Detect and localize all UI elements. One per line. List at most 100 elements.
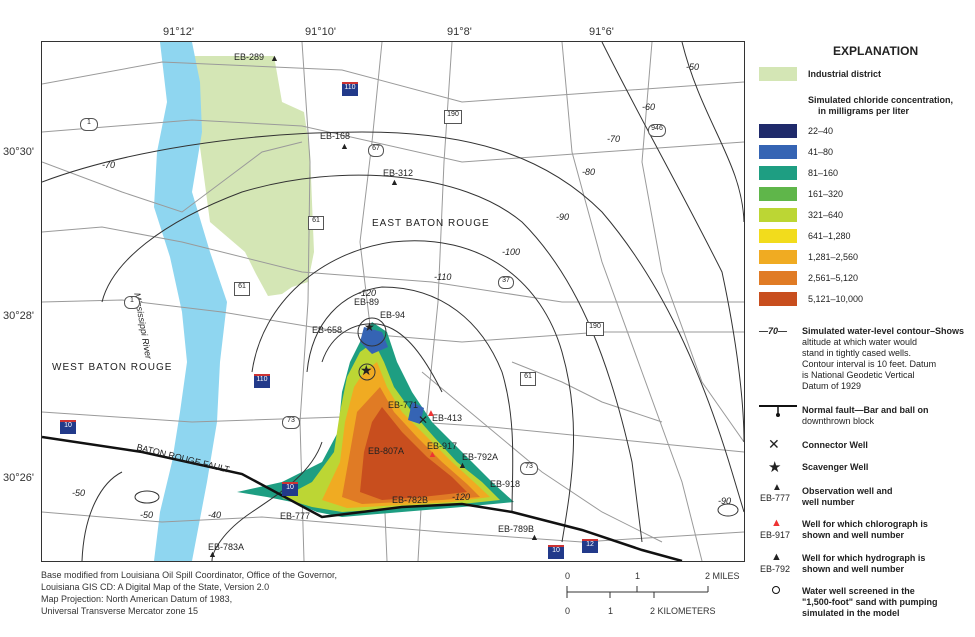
route-shield: 1 [124, 296, 140, 309]
chloride-swatch-label: 5,121–10,000 [808, 294, 864, 304]
credit-line: Map Projection: North American Datum of … [41, 594, 233, 604]
route-shield: 67 [368, 144, 384, 157]
scale-km-label: 1 [608, 606, 614, 616]
chloride-swatch-label: 81–160 [808, 168, 839, 178]
legend-fault-line: downthrown block [802, 416, 875, 426]
credit-line: Base modified from Louisiana Oil Spill C… [41, 570, 337, 580]
interstate-shield: 110 [342, 82, 358, 96]
legend-chloride-title: Simulated chloride concentration, [808, 95, 954, 105]
connector-legend-icon: ✕ [768, 436, 780, 452]
chloride-swatch-label: 161–320 [808, 189, 844, 199]
contour-label: -50 [686, 62, 700, 72]
interstate-shield: 110 [254, 374, 270, 388]
well-label[interactable]: EB-789B [498, 524, 535, 534]
contour-label: -60 [642, 102, 656, 112]
well-label[interactable]: EB-807A [368, 446, 405, 456]
chloride-swatch [759, 229, 797, 243]
scale-mile-label: 0 [565, 571, 571, 581]
baton-rouge-fault [42, 435, 683, 561]
chloride-swatch [759, 166, 797, 180]
legend-connector-label: Connector Well [802, 440, 868, 450]
well-label[interactable]: EB-777 [280, 511, 311, 521]
hydrograph-well-icon: ▲ [340, 141, 349, 151]
chloride-swatch [759, 187, 797, 201]
map-canvas[interactable] [42, 42, 744, 561]
observation-well-icon: ▲ [390, 177, 399, 187]
legend-hydrograph-line: shown and well number [802, 564, 905, 574]
contour-label: -120 [358, 288, 377, 298]
well-label[interactable]: EB-89 [354, 297, 380, 307]
route-shield: 37 [498, 276, 514, 289]
legend-chlorograph-line: shown and well number [802, 530, 905, 540]
contour-label: -110 [434, 272, 452, 282]
well-label[interactable]: EB-94 [380, 310, 406, 320]
well-label[interactable]: EB-771 [388, 400, 419, 410]
us-route-shield: 61 [520, 372, 536, 386]
well-label[interactable]: EB-783A [208, 542, 245, 552]
legend-fault-line: Normal fault—Bar and ball on [802, 405, 929, 415]
well-label[interactable]: EB-792A [462, 452, 499, 462]
contour-label: -100 [502, 247, 521, 257]
contour-label: -50 [72, 488, 86, 498]
chloride-swatch-label: 41–80 [808, 147, 834, 157]
area-label-west-baton-rouge: WEST BATON ROUGE [52, 362, 173, 373]
fault-legend-icon [759, 405, 797, 417]
us-route-shield: 190 [586, 322, 604, 336]
legend-contour-symbol: —70— [759, 326, 788, 336]
mississippi-river [154, 42, 227, 561]
legend-fault-text: Normal fault—Bar and ball on downthrown … [802, 405, 929, 427]
legend-contour-text: Simulated water-level contour–Shows alti… [802, 326, 972, 392]
legend-hydrograph-example: EB-792 [760, 564, 791, 574]
legend-hydrograph-text: Well for which hydrograph is shown and w… [802, 553, 925, 575]
chloride-swatch [759, 145, 797, 159]
legend-contour-line: Contour interval is 10 feet. Datum [802, 359, 937, 369]
legend-water-well-line: simulated in the model [802, 608, 900, 618]
legend-water-well-line: Water well screened in the [802, 586, 915, 596]
chloride-swatch-label: 641–1,280 [808, 231, 851, 241]
legend-observation-example: EB-777 [760, 493, 791, 503]
contour-label: -70 [102, 160, 116, 170]
chloride-swatch [759, 292, 797, 306]
legend-water-well-text: Water well screened in the "1,500-foot" … [802, 586, 938, 619]
chlorograph-well-icon: ▲ [426, 408, 436, 419]
interstate-shield: 10 [548, 545, 564, 559]
legend-industrial-label: Industrial district [808, 69, 882, 79]
observation-well-icon: ▲ [270, 53, 279, 63]
interstate-shield: 12 [582, 539, 598, 553]
contour-label: -70 [607, 134, 621, 144]
credit-line: Universal Transverse Mercator zone 15 [41, 606, 199, 616]
longitude-label: 91°10' [305, 26, 336, 38]
connector-well-icon: ✕ [418, 413, 429, 427]
water-level-contours [42, 42, 744, 561]
scavenger-well-icon: ★ [364, 320, 375, 334]
hydrograph-well-icon: ▲ [458, 460, 467, 470]
water-well-legend-icon [772, 586, 780, 594]
route-shield: 1 [80, 118, 98, 131]
well-label[interactable]: EB-782B [392, 495, 429, 505]
legend-chlorograph-text: Well for which chlorograph is shown and … [802, 519, 928, 541]
legend-contour-line: stand in tightly cased wells. [802, 348, 912, 358]
well-label[interactable]: EB-917 [427, 441, 458, 451]
well-label[interactable]: EB-918 [490, 479, 521, 489]
well-label[interactable]: EB-312 [383, 168, 414, 178]
contour-label: -50 [140, 510, 154, 520]
contour-label: -90 [718, 496, 732, 506]
chloride-swatch [759, 271, 797, 285]
contour-label: -40 [208, 510, 222, 520]
well-label[interactable]: EB-168 [320, 131, 351, 141]
scale-mile-label: 1 [635, 571, 641, 581]
chloride-swatch [759, 208, 797, 222]
chloride-swatch-label: 1,281–2,560 [808, 252, 859, 262]
contour-label: -90 [556, 212, 570, 222]
us-route-shield: 61 [308, 216, 324, 230]
contour-label: -80 [582, 167, 596, 177]
map-panel[interactable]: EAST BATON ROUGE WEST BATON ROUGE Missis… [41, 41, 745, 562]
well-label[interactable]: EB-658 [312, 325, 343, 335]
legend-hydrograph-line: Well for which hydrograph is [802, 553, 926, 563]
well-label[interactable]: EB-413 [432, 413, 463, 423]
longitude-label: 91°12' [163, 26, 194, 38]
legend-chloride-subtitle: in milligrams per liter [818, 106, 910, 116]
chloride-swatch [759, 250, 797, 264]
legend-contour-line: altitude at which water would [802, 337, 918, 347]
well-label[interactable]: EB-289 [234, 52, 265, 62]
